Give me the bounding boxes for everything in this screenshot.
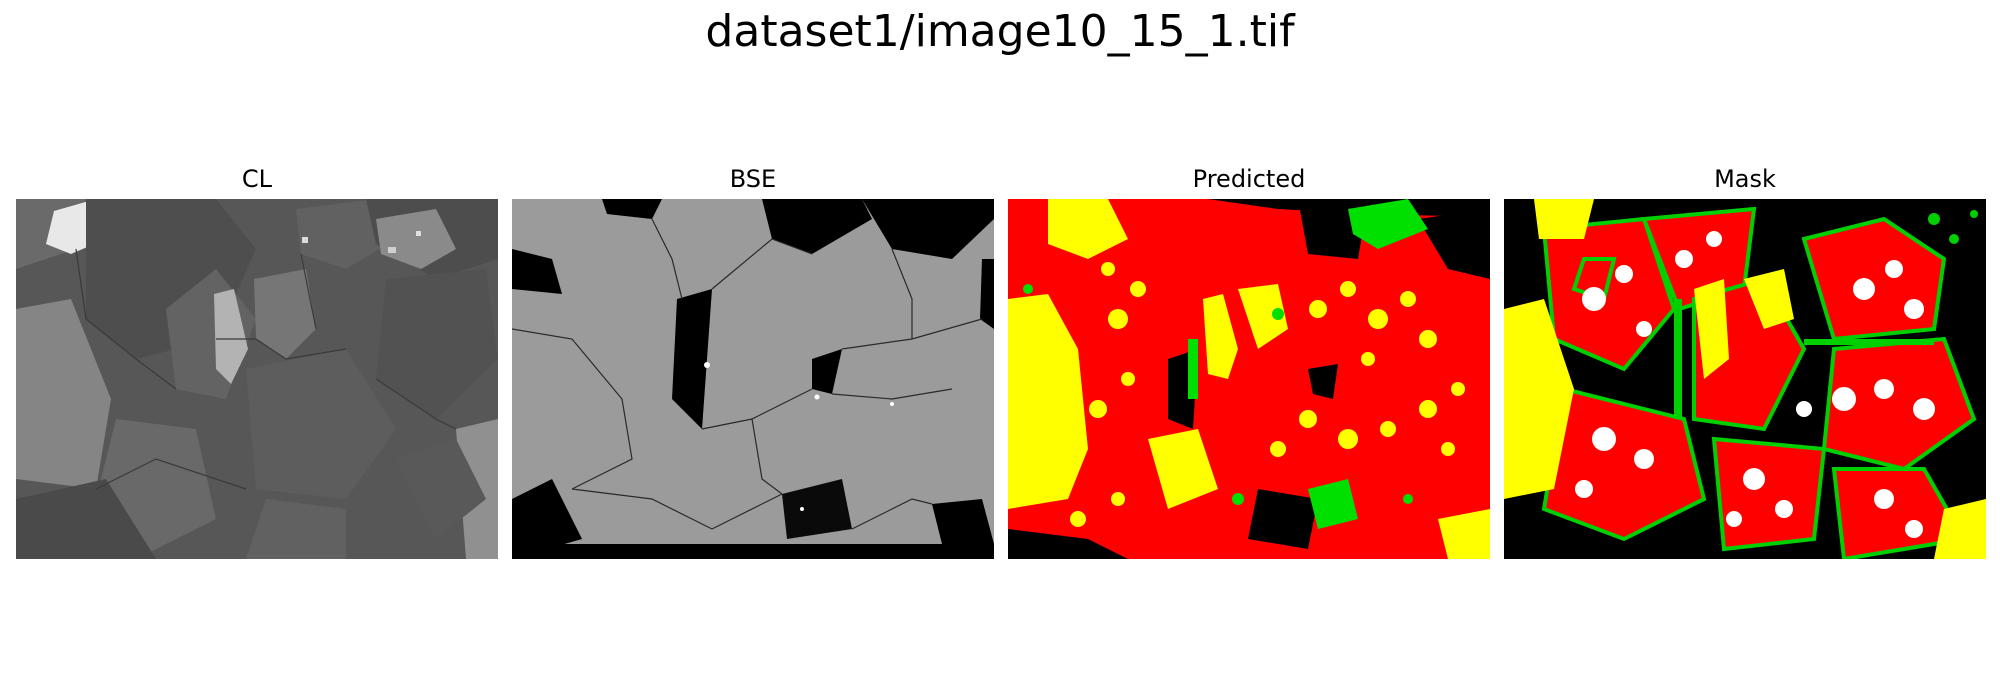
cl-image (16, 199, 498, 559)
panel-title-cl: CL (241, 165, 273, 193)
panel-title-predicted: Predicted (1192, 165, 1306, 193)
panel-title-bse: BSE (729, 165, 777, 193)
predicted-segmentation (1008, 199, 1490, 559)
bse-image (512, 199, 994, 559)
mask-segmentation (1504, 199, 1986, 559)
panel-title-mask: Mask (1714, 165, 1776, 193)
figure-title: dataset1/image10_15_1.tif (705, 6, 1295, 57)
